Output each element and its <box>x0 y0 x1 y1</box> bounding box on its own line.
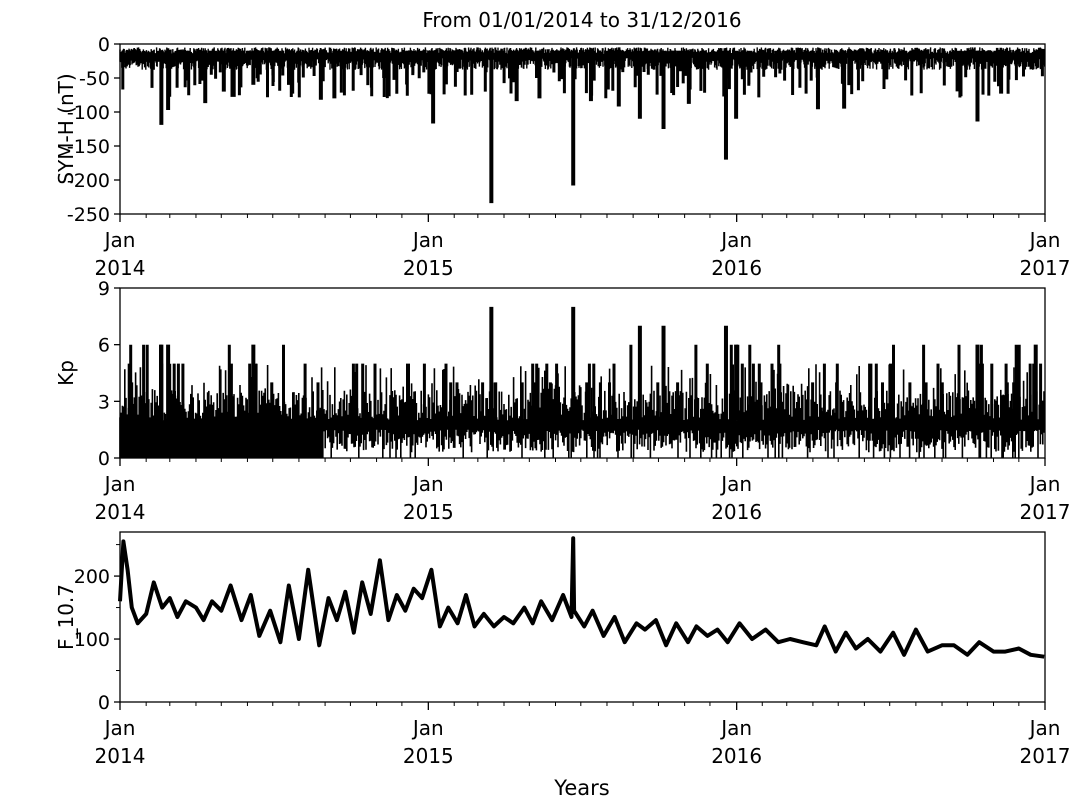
f107-xtick-label-year: 2016 <box>711 744 762 768</box>
kp-ytick-label: 3 <box>98 391 110 413</box>
f107-ytick-label: 100 <box>74 629 110 651</box>
kp-xtick-label: Jan <box>103 472 136 496</box>
x-axis-label: Years <box>553 776 609 799</box>
f107-xtick-label-year: 2017 <box>1020 744 1071 768</box>
symh-xtick-label: Jan <box>1028 228 1061 252</box>
symh-xtick-label: Jan <box>411 228 444 252</box>
symh-minor-dips <box>121 50 1044 99</box>
symh-axes-frame <box>119 43 1046 215</box>
kp-xtick-label: Jan <box>719 472 752 496</box>
kp-series-line <box>119 363 1045 458</box>
symh-ytick-label: -200 <box>67 170 110 192</box>
symh-ylabel: SYM-H (nT) <box>54 73 78 184</box>
kp-xtick-label-year: 2015 <box>403 500 454 524</box>
f107-ytick-label: 0 <box>98 692 110 714</box>
symh-ytick-label: -100 <box>67 102 110 124</box>
symh-xtick-label-year: 2017 <box>1020 256 1071 280</box>
f107-axes-frame <box>119 531 1046 703</box>
symh-ytick-label: -250 <box>67 204 110 226</box>
symh-panel: 0 -50 -100 -150 -200 -250 SYM-H (nT) Jan 2014 Jan… <box>54 34 1070 280</box>
kp-axes-frame <box>119 287 1046 459</box>
f107-xtick-label: Jan <box>719 716 752 740</box>
kp-xtick-label: Jan <box>411 472 444 496</box>
kp-active-periods <box>127 344 1043 421</box>
kp-ylabel: Kp <box>54 360 78 386</box>
symh-xtick-label-year: 2016 <box>711 256 762 280</box>
f107-series-line <box>118 536 1045 659</box>
f107-xtick-label-year: 2015 <box>403 744 454 768</box>
symh-xtick-label: Jan <box>719 228 752 252</box>
kp-xtick-label-year: 2016 <box>711 500 762 524</box>
kp-xtick-label-year: 2014 <box>95 500 146 524</box>
symh-ytick-label: -150 <box>67 136 110 158</box>
symh-xtick-label: Jan <box>103 228 136 252</box>
f107-xtick-label-year: 2014 <box>95 744 146 768</box>
symh-ytick-label: 0 <box>98 34 110 56</box>
figure-title: From 01/01/2014 to 31/12/2016 <box>422 8 741 32</box>
symh-xtick-label-year: 2015 <box>403 256 454 280</box>
f107-ylabel: F_10.7 <box>54 584 78 650</box>
kp-xtick-label: Jan <box>1028 472 1061 496</box>
f107-xtick-label: Jan <box>103 716 136 740</box>
symh-ytick-label: -50 <box>79 68 110 90</box>
f107-xtick-label: Jan <box>1028 716 1061 740</box>
kp-xtick-label-year: 2017 <box>1020 500 1071 524</box>
kp-ytick-label: 0 <box>98 448 110 470</box>
symh-xtick-label-year: 2014 <box>95 256 146 280</box>
kp-ytick-label: 6 <box>98 335 110 357</box>
f107-ytick-label: 200 <box>74 566 110 588</box>
kp-ytick-label: 9 <box>98 278 110 300</box>
kp-panel: 0 3 6 9 Kp Jan 2014 Jan 2015 Jan 2016 Jan 2017 <box>54 278 1070 524</box>
f107-xtick-label: Jan <box>411 716 444 740</box>
